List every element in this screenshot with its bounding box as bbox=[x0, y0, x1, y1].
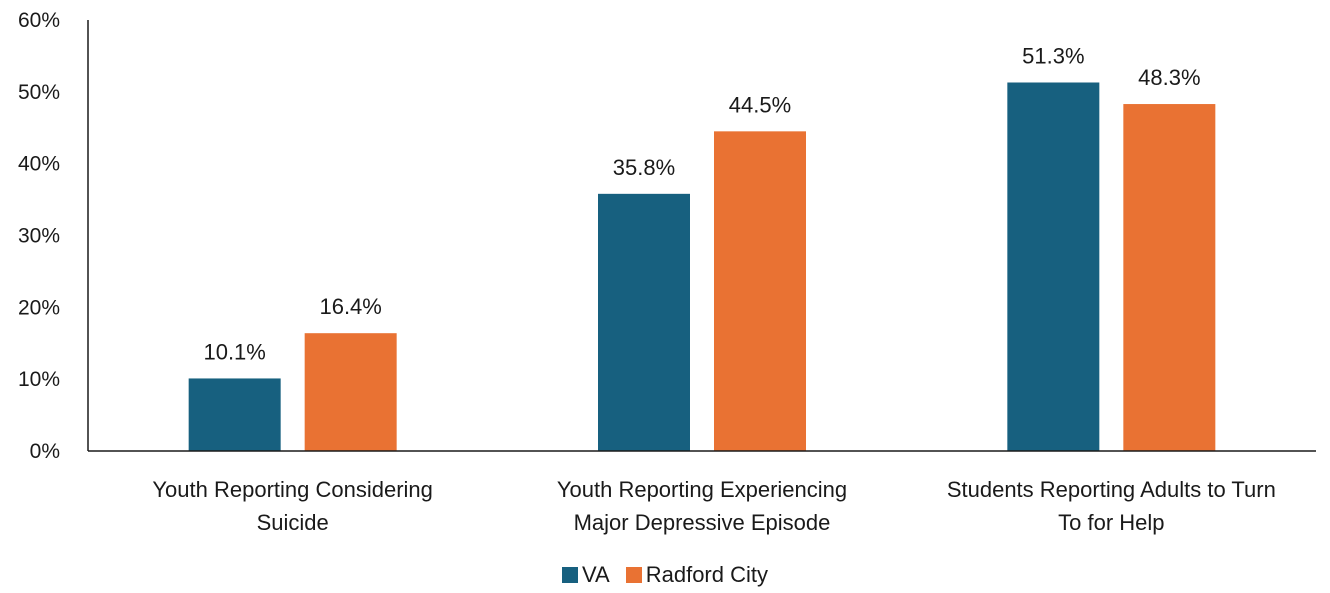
legend-item-va: VA bbox=[562, 562, 610, 588]
bar-radford-city bbox=[304, 333, 397, 451]
bar-va bbox=[1007, 82, 1100, 452]
bar-radford-city bbox=[714, 131, 806, 451]
x-tick-label: Youth Reporting Considering bbox=[152, 477, 433, 502]
bar-radford-city bbox=[1123, 104, 1216, 452]
y-axis: 0% 10% 20% 30% 40% 50% 60% bbox=[18, 9, 89, 463]
data-label: 16.4% bbox=[319, 294, 381, 319]
y-tick-label: 60% bbox=[18, 9, 60, 32]
y-tick-label: 10% bbox=[18, 368, 60, 391]
bar-va bbox=[598, 193, 690, 451]
data-label: 51.3% bbox=[1022, 43, 1084, 68]
x-tick-label: Suicide bbox=[257, 510, 329, 535]
data-label: 44.5% bbox=[729, 92, 791, 117]
x-tick-label: Students Reporting Adults to Turn bbox=[947, 477, 1276, 502]
legend-swatch-radford-city bbox=[625, 567, 642, 583]
data-label: 10.1% bbox=[203, 339, 265, 364]
x-tick-label: Youth Reporting Experiencing bbox=[557, 477, 847, 502]
legend-label-radford-city: Radford City bbox=[645, 562, 768, 587]
y-tick-label: 20% bbox=[18, 296, 60, 319]
legend-item-radford-city: Radford City bbox=[625, 562, 768, 588]
legend-swatch-va bbox=[562, 567, 578, 583]
x-tick-label: Major Depressive Episode bbox=[574, 510, 831, 535]
y-tick-label: 0% bbox=[30, 440, 60, 463]
legend-label-va: VA bbox=[582, 562, 610, 587]
y-tick-label: 30% bbox=[18, 225, 60, 248]
y-tick-label: 40% bbox=[18, 153, 60, 176]
bar-va bbox=[188, 378, 281, 451]
x-tick-label: To for Help bbox=[1058, 510, 1164, 535]
bars: 10.1% 16.4% 35.8% 44.5% 51.3% 48.3% bbox=[188, 43, 1216, 452]
data-label: 35.8% bbox=[613, 155, 675, 180]
x-axis: Youth Reporting Considering Suicide Youth … bbox=[88, 450, 1316, 535]
data-label: 48.3% bbox=[1138, 65, 1200, 90]
legend: VA Radford City bbox=[0, 562, 1330, 588]
bar-chart: 0% 10% 20% 30% 40% 50% 60% 10.1% 16.4% 35.8% 44.5… bbox=[18, 9, 1316, 535]
y-tick-label: 50% bbox=[18, 81, 60, 104]
